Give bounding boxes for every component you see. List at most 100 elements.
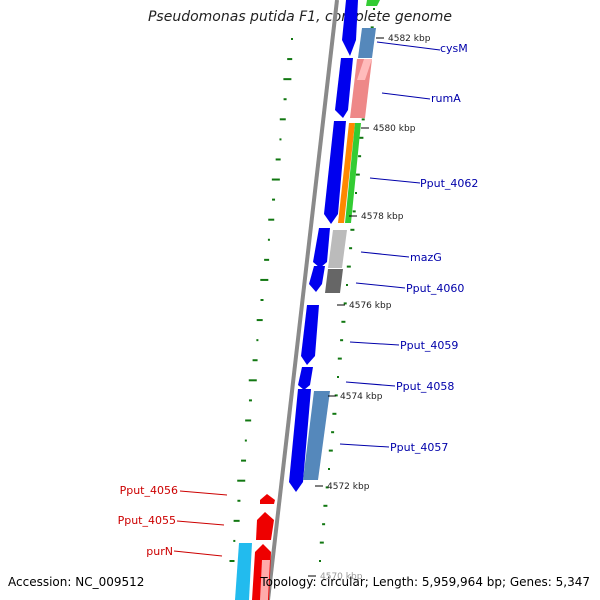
gc-dash: [328, 449, 333, 452]
gc-dash: [241, 459, 247, 462]
gene-top-green: [366, 0, 380, 6]
scale-ticks: 4582 kbp 4580 kbp 4578 kbp 4576 kbp 4574 kbp…: [308, 34, 431, 582]
scale-tick-label: 4576 kbp: [349, 301, 392, 311]
backbone-arc: [266, 0, 339, 600]
gc-dash: [291, 38, 293, 40]
cds-arrow: [324, 121, 346, 224]
genome-summary-text: Topology: circular; Length: 5,959,964 bp…: [260, 575, 590, 589]
gene-label-mazG[interactable]: mazG: [410, 251, 442, 264]
gc-dash: [229, 560, 235, 562]
gc-dash: [343, 302, 347, 305]
cds-arrow: [298, 367, 313, 390]
gc-dash: [283, 98, 287, 101]
gene-Pput_4057-block: [303, 391, 330, 480]
gc-dash: [272, 198, 276, 201]
gc-dash: [319, 560, 321, 562]
gene-label-Pput_4060[interactable]: Pput_4060: [406, 282, 464, 295]
gene-leader-line: [355, 282, 406, 289]
gc-dash: [271, 178, 280, 181]
gc-dash: [355, 192, 357, 194]
gc-dash: [237, 479, 246, 482]
cds-arrow: [313, 228, 330, 268]
gene-labels-left: Pput_4056 Pput_4055 purN: [118, 484, 228, 558]
gene-Pput_4062-orange: [338, 123, 355, 223]
cds-arrow: [342, 0, 358, 56]
gene-label-rumA[interactable]: rumA: [431, 92, 461, 105]
gc-dash: [256, 319, 263, 322]
gc-dash: [328, 468, 330, 470]
gene-label-purN[interactable]: purN: [146, 545, 173, 558]
gene-label-Pput_4062[interactable]: Pput_4062: [420, 177, 478, 190]
gc-dash: [331, 431, 335, 434]
gc-dash: [334, 394, 338, 397]
gc-dash: [244, 439, 247, 442]
gc-dash: [283, 78, 292, 81]
gene-label-Pput_4059[interactable]: Pput_4059: [400, 339, 458, 352]
gene-leader-line: [349, 341, 400, 346]
gc-dash: [260, 299, 264, 301]
gc-dash: [337, 376, 339, 378]
gc-dash: [248, 379, 257, 382]
gc-dash: [233, 519, 240, 522]
gc-dash: [346, 284, 348, 286]
gene-leader-line: [381, 92, 431, 100]
scale-tick-label: 4578 kbp: [361, 212, 404, 222]
scale-tick-label: 4582 kbp: [388, 34, 431, 44]
gc-dash: [322, 523, 326, 526]
scale-tick-label: 4580 kbp: [373, 124, 416, 134]
gene-Pput_4062-green: [345, 123, 361, 223]
gene-label-cysM[interactable]: cysM: [440, 42, 468, 55]
gene-label-Pput_4058[interactable]: Pput_4058: [396, 380, 454, 393]
gene-purN-pink: [260, 560, 270, 600]
gene-Pput_4055-arrow: [256, 512, 274, 540]
gc-dash: [355, 173, 360, 176]
gc-dash: [233, 539, 236, 542]
gc-dash: [341, 320, 346, 323]
gc-dash: [337, 357, 342, 360]
gc-dash: [352, 210, 356, 213]
gene-Pput_4060-block: [325, 269, 343, 293]
gc-dash: [323, 504, 328, 507]
scale-tick-label: 4572 kbp: [327, 482, 370, 492]
gc-dash: [252, 359, 258, 362]
scale-tick-label: 4570 kbp: [320, 572, 363, 582]
cds-arrow: [301, 305, 319, 365]
gene-label-Pput_4057[interactable]: Pput_4057: [390, 441, 448, 454]
gc-dash: [267, 238, 270, 241]
gene-leader-line: [176, 520, 225, 526]
gc-dash: [279, 118, 286, 121]
gc-dash: [359, 136, 364, 139]
gene-cyan-block: [235, 543, 252, 600]
scale-tick-label: 4574 kbp: [340, 392, 383, 402]
gene-leader-line: [179, 490, 228, 496]
gc-dash: [361, 118, 365, 121]
gc-dash: [325, 486, 329, 489]
gc-dash: [275, 158, 281, 161]
gene-mazG-block: [328, 230, 347, 268]
gene-leader-line: [376, 41, 441, 51]
gc-dash: [268, 218, 275, 221]
gene-leader-line: [369, 177, 421, 184]
gene-label-Pput_4056[interactable]: Pput_4056: [120, 484, 178, 497]
gc-dash: [260, 278, 269, 281]
gc-dash: [287, 58, 293, 61]
gene-label-Pput_4055[interactable]: Pput_4055: [118, 514, 176, 527]
gc-dash: [245, 419, 252, 422]
lower-gene-track: [235, 494, 275, 600]
cds-arrow: [335, 58, 353, 118]
gc-dash: [349, 247, 353, 250]
gc-dash: [358, 155, 362, 158]
gc-dash: [350, 228, 355, 231]
gc-dash: [370, 26, 374, 29]
cds-arrow: [309, 266, 325, 292]
gene-leader-line: [339, 443, 390, 448]
cds-arrow: [289, 389, 311, 492]
gene-Pput_4056-arrow: [260, 494, 275, 504]
gene-category-track: [303, 0, 380, 480]
gene-labels-right: cysM rumA Pput_4062 mazG Pput_4060 Pput_4059 P…: [339, 41, 478, 454]
gc-dash: [264, 258, 270, 261]
gc-dash: [346, 265, 351, 268]
forward-cds-track: [289, 0, 358, 492]
